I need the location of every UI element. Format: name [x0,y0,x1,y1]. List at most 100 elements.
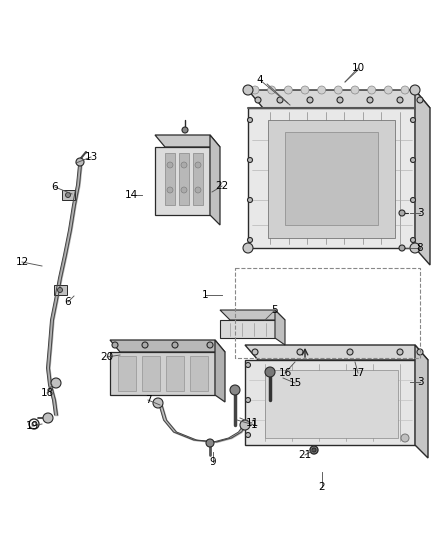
Text: 14: 14 [124,190,138,200]
Text: 15: 15 [288,378,302,388]
Text: 5: 5 [272,305,278,315]
Circle shape [195,162,201,168]
Polygon shape [110,352,215,395]
Circle shape [284,86,292,94]
Polygon shape [248,90,430,108]
Circle shape [112,342,118,348]
Text: 16: 16 [279,368,292,378]
Polygon shape [275,310,285,345]
Circle shape [246,362,251,367]
Ellipse shape [121,364,133,372]
Circle shape [243,243,253,253]
Polygon shape [215,340,225,402]
Text: 6: 6 [52,182,58,192]
Text: 1: 1 [251,420,257,430]
Text: 1: 1 [201,290,208,300]
Circle shape [401,86,409,94]
Circle shape [297,349,303,355]
Circle shape [172,342,178,348]
Circle shape [399,210,405,216]
Circle shape [206,439,214,447]
Ellipse shape [193,378,205,386]
Circle shape [243,85,253,95]
Circle shape [410,117,416,123]
Circle shape [265,367,275,377]
Bar [235,268,420,358]
Circle shape [277,97,283,103]
Polygon shape [166,356,184,391]
Circle shape [246,398,251,402]
Circle shape [410,85,420,95]
Circle shape [167,187,173,193]
Ellipse shape [169,378,181,386]
Polygon shape [165,153,175,205]
Polygon shape [415,90,430,265]
Circle shape [247,157,252,163]
Circle shape [247,198,252,203]
Polygon shape [245,345,428,360]
Polygon shape [62,190,75,200]
Text: 3: 3 [417,208,423,218]
Polygon shape [268,120,395,238]
Polygon shape [179,153,189,205]
Circle shape [397,97,403,103]
Ellipse shape [169,364,181,372]
Circle shape [43,413,53,423]
Circle shape [247,117,252,123]
Circle shape [252,349,258,355]
Ellipse shape [193,364,205,372]
Circle shape [230,385,240,395]
Circle shape [207,342,213,348]
Circle shape [384,86,392,94]
Circle shape [251,86,259,94]
Circle shape [337,97,343,103]
Circle shape [347,349,353,355]
Circle shape [410,198,416,203]
Polygon shape [220,310,285,320]
Polygon shape [190,356,208,391]
Circle shape [401,434,409,442]
Polygon shape [142,356,160,391]
Circle shape [307,97,313,103]
Circle shape [417,349,423,355]
Text: 7: 7 [145,395,151,405]
Text: 9: 9 [210,457,216,467]
Circle shape [153,398,163,408]
Text: 10: 10 [351,63,364,73]
Text: 17: 17 [351,368,364,378]
Circle shape [181,162,187,168]
Circle shape [76,158,84,166]
Circle shape [351,86,359,94]
Polygon shape [285,132,378,225]
Circle shape [399,245,405,251]
Circle shape [410,238,416,243]
Circle shape [246,432,251,438]
Polygon shape [155,147,210,215]
Circle shape [268,86,276,94]
Circle shape [301,86,309,94]
Text: 2: 2 [319,482,325,492]
Circle shape [66,192,71,198]
Polygon shape [265,370,398,438]
Text: 4: 4 [257,75,263,85]
Polygon shape [210,135,220,225]
Circle shape [310,446,318,454]
Polygon shape [155,135,220,147]
Circle shape [312,448,316,452]
Circle shape [247,238,252,243]
Polygon shape [54,285,67,295]
Circle shape [417,97,423,103]
Text: 8: 8 [417,243,423,253]
Circle shape [255,97,261,103]
Circle shape [367,86,376,94]
Ellipse shape [121,378,133,386]
Circle shape [240,420,250,430]
Circle shape [410,157,416,163]
Text: 6: 6 [65,297,71,307]
Polygon shape [248,108,415,248]
Circle shape [367,97,373,103]
Text: 22: 22 [215,181,229,191]
Circle shape [182,127,188,133]
Circle shape [318,86,326,94]
Polygon shape [415,345,428,458]
